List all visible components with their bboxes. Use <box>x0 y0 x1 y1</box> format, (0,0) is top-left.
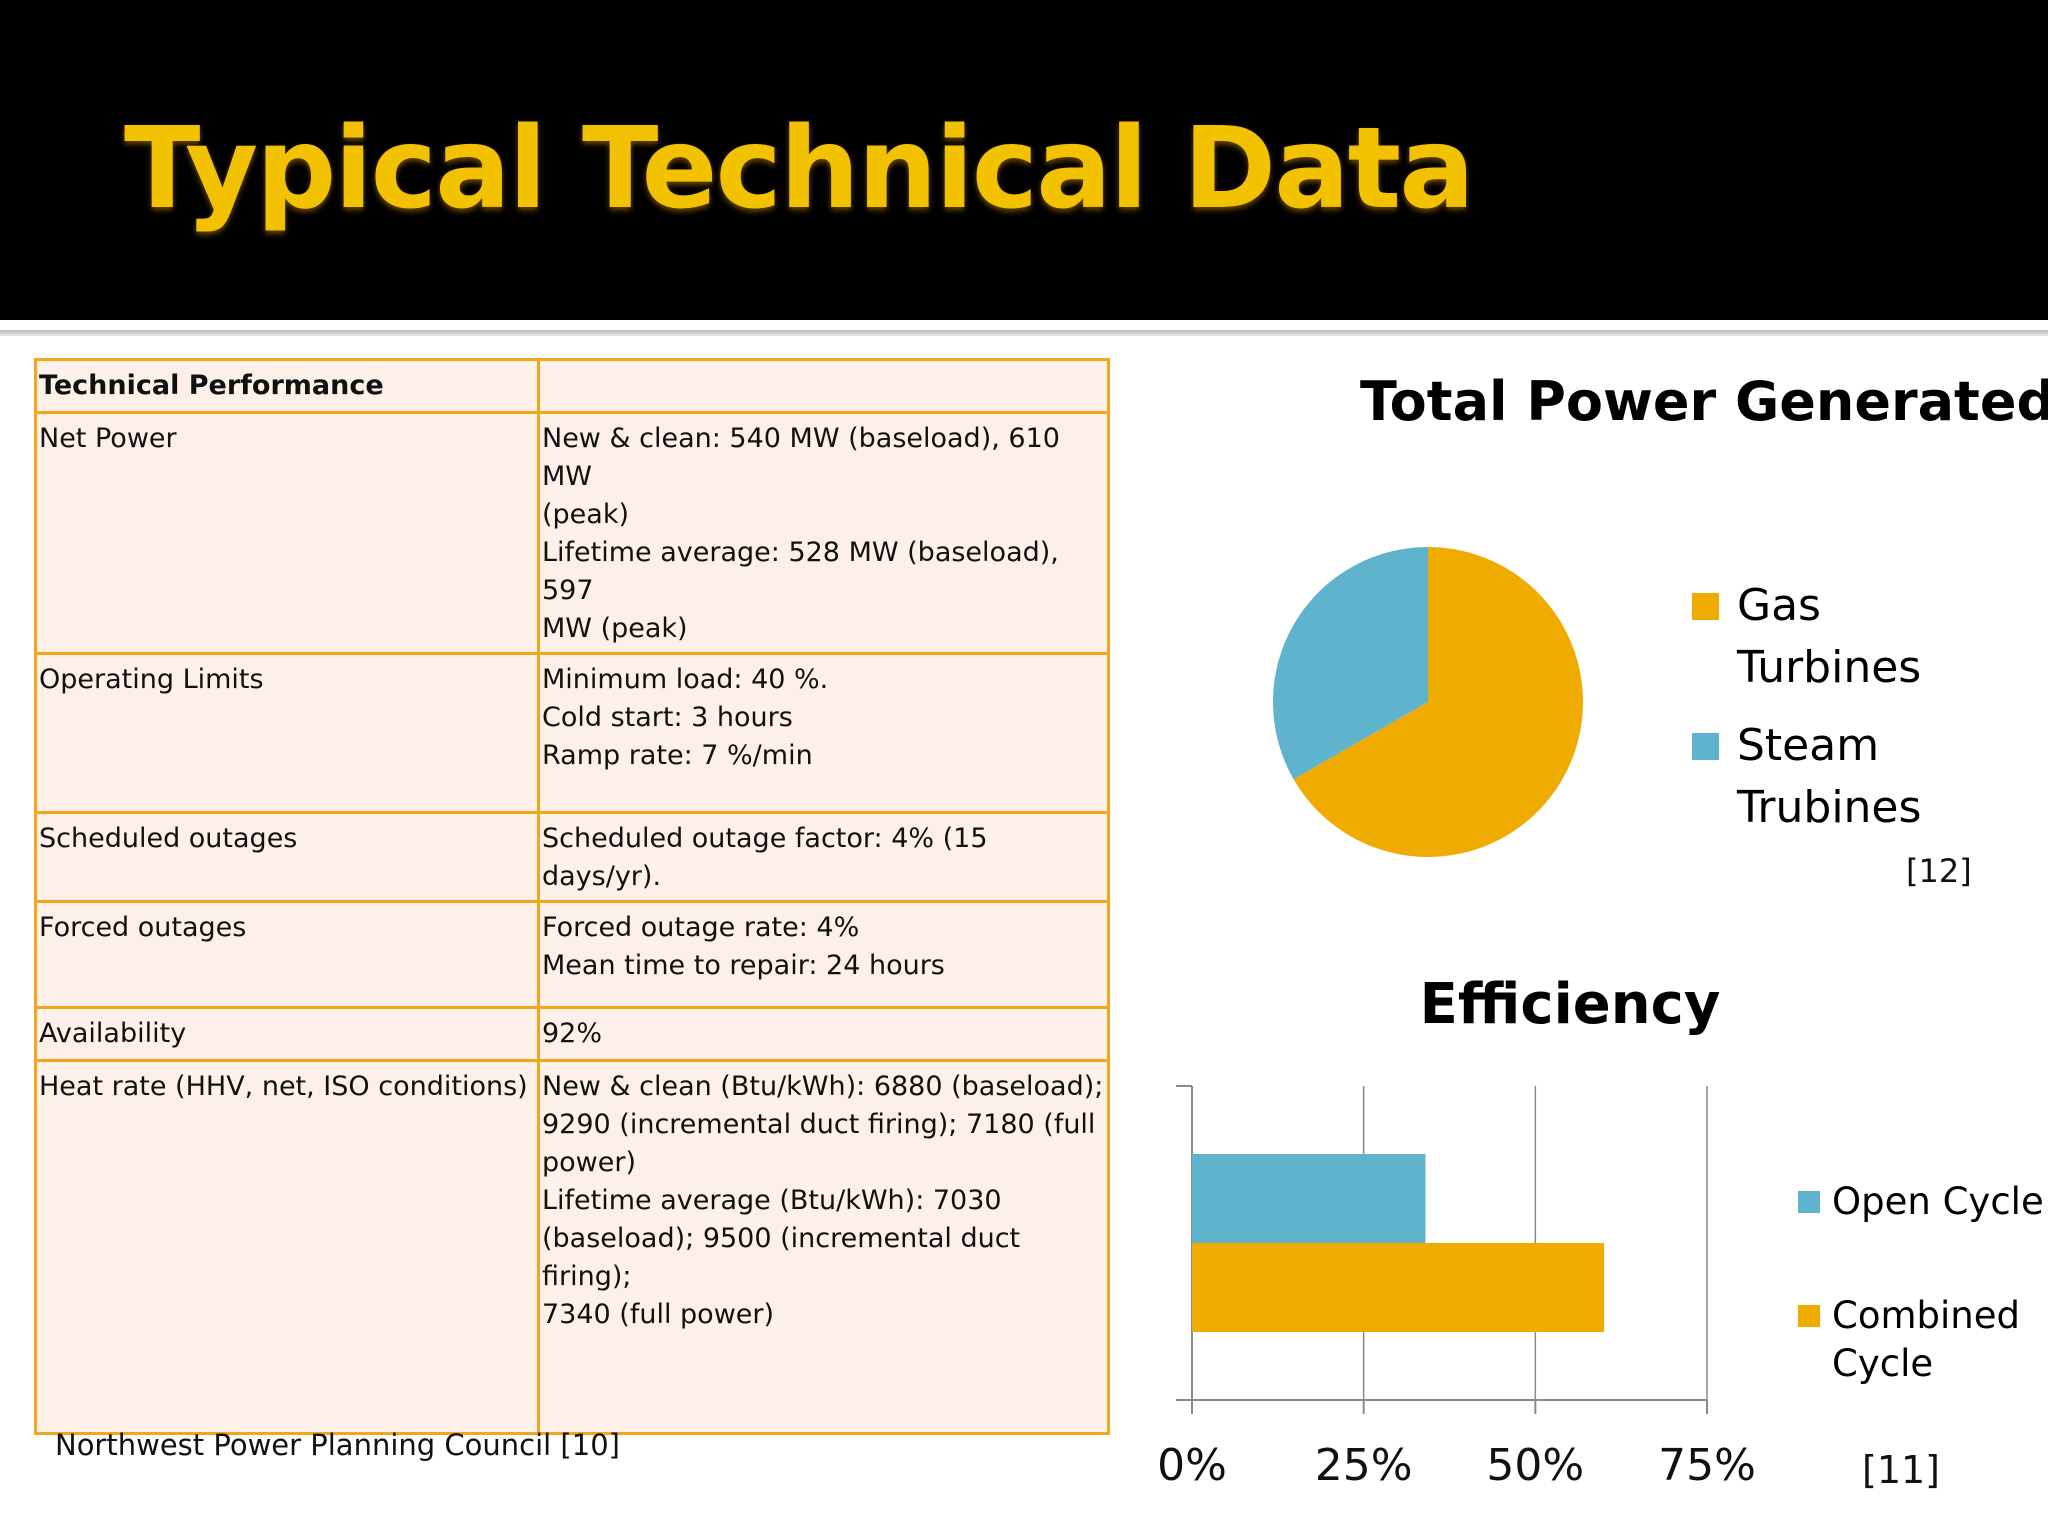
row-value: Minimum load: 40 %. Cold start: 3 hours Ra… <box>537 652 1110 814</box>
technical-performance-table: Technical Performance Net Power New & cle… <box>34 358 1110 1435</box>
table-row: Net Power New & clean: 540 MW (baseload),… <box>34 411 1110 655</box>
divider-gray <box>0 330 2048 336</box>
row-value-line: Lifetime average: 528 MW (baseload), 597 <box>542 537 1059 606</box>
row-value: New & clean: 540 MW (baseload), 610 MW (p… <box>537 411 1110 655</box>
x-tick-label: 75% <box>1658 1440 1756 1491</box>
row-value-line: New & clean: 540 MW (baseload), 610 MW <box>542 423 1060 492</box>
efficiency-citation: [11] <box>1862 1448 1941 1492</box>
row-label: Operating Limits <box>34 652 540 814</box>
table-row: Operating Limits Minimum load: 40 %. Cold … <box>34 652 1110 814</box>
pie-citation: [12] <box>1906 852 1972 890</box>
slide-title: Typical Technical Data <box>124 104 1475 234</box>
row-value-line: MW (peak) <box>542 613 688 644</box>
row-label: Availability <box>34 1006 540 1062</box>
row-label: Net Power <box>34 411 540 655</box>
table-header-label: Technical Performance <box>34 358 540 414</box>
row-value-line: power) <box>542 1147 636 1178</box>
row-value: Scheduled outage factor: 4% (15 days/yr)… <box>537 811 1110 903</box>
efficiency-legend-item: Combined Cycle <box>1798 1292 2020 1388</box>
row-value-line: Cold start: 3 hours <box>542 702 793 733</box>
table-row: Heat rate (HHV, net, ISO conditions) New … <box>34 1059 1110 1435</box>
legend-label: Gas Turbines <box>1737 580 1922 693</box>
efficiency-legend-item: Open Cycle <box>1798 1178 2044 1226</box>
row-value-line: (baseload); 9500 (incremental duct firin… <box>542 1223 1021 1292</box>
legend-swatch <box>1798 1191 1820 1213</box>
row-value-line: (peak) <box>542 499 629 530</box>
x-tick-label: 0% <box>1157 1440 1227 1491</box>
bar-combined-cycle <box>1192 1243 1604 1332</box>
row-value-line: New & clean (Btu/kWh): 6880 (baseload); <box>542 1071 1104 1102</box>
pie-chart <box>1273 547 1583 857</box>
pie-chart-title: Total Power Generated <box>1360 370 2048 433</box>
legend-label: Steam Trubines <box>1737 720 1922 833</box>
row-value: New & clean (Btu/kWh): 6880 (baseload); 9… <box>537 1059 1110 1435</box>
x-tick-label: 25% <box>1315 1440 1413 1491</box>
divider-white <box>0 320 2048 330</box>
row-value-line: Minimum load: 40 %. <box>542 664 829 695</box>
legend-label: Combined Cycle <box>1832 1294 2020 1385</box>
row-value-line: 9290 (incremental duct firing); 7180 (fu… <box>542 1109 1096 1140</box>
pie-slice-gas-turbines <box>1293 547 1583 857</box>
row-value-line: 7340 (full power) <box>542 1299 775 1330</box>
table-header-value <box>537 358 1110 414</box>
bar-open-cycle <box>1192 1154 1426 1243</box>
row-value-line: Lifetime average (Btu/kWh): 7030 <box>542 1185 1002 1216</box>
source-note: Northwest Power Planning Council [10] <box>55 1428 620 1462</box>
table-row: Availability 92% <box>34 1006 1110 1062</box>
pie-legend-item: Gas Turbines <box>1692 575 1921 699</box>
row-value: Forced outage rate: 4% Mean time to repai… <box>537 900 1110 1009</box>
row-value-line: Scheduled outage factor: 4% (15 days/yr)… <box>542 823 988 892</box>
legend-swatch <box>1798 1305 1820 1327</box>
legend-label: Open Cycle <box>1832 1180 2044 1223</box>
efficiency-chart-title: Efficiency <box>1419 972 1721 1037</box>
title-bar: Typical Technical Data <box>0 0 2048 320</box>
pie-slice-steam-turbines <box>1273 547 1428 780</box>
table-row: Scheduled outages Scheduled outage factor… <box>34 811 1110 903</box>
table-row: Forced outages Forced outage rate: 4% Mean… <box>34 900 1110 1009</box>
table-header-row: Technical Performance <box>34 358 1110 414</box>
x-tick-label: 50% <box>1486 1440 1584 1491</box>
efficiency-chart: 0% 25% 50% 75% <box>1157 1085 1756 1491</box>
row-value-line: Mean time to repair: 24 hours <box>542 950 945 981</box>
row-label: Heat rate (HHV, net, ISO conditions) <box>34 1059 540 1435</box>
legend-swatch <box>1692 733 1719 760</box>
row-label: Forced outages <box>34 900 540 1009</box>
row-value-line: Forced outage rate: 4% <box>542 912 860 943</box>
row-value-line: 92% <box>542 1018 603 1049</box>
legend-swatch <box>1692 593 1719 620</box>
pie-legend-item: Steam Trubines <box>1692 715 1921 839</box>
row-label: Scheduled outages <box>34 811 540 903</box>
row-value: 92% <box>537 1006 1110 1062</box>
row-value-line: Ramp rate: 7 %/min <box>542 740 813 771</box>
